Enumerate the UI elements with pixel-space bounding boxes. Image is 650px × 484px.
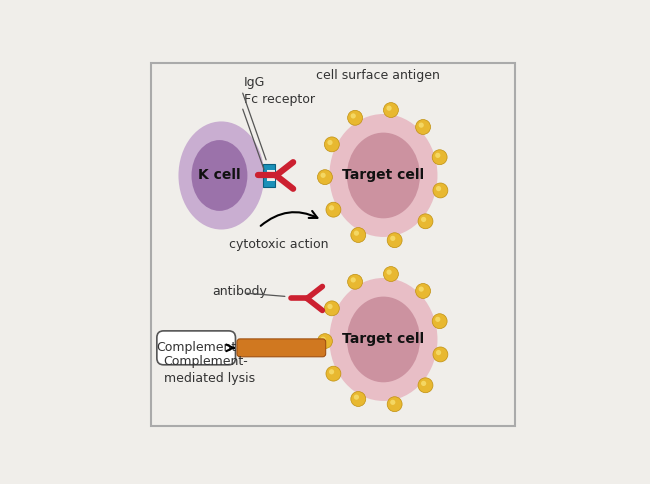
FancyBboxPatch shape — [151, 62, 515, 426]
Ellipse shape — [347, 133, 420, 218]
Circle shape — [415, 284, 430, 299]
Circle shape — [418, 378, 433, 393]
Circle shape — [436, 317, 441, 322]
Circle shape — [387, 270, 392, 275]
Circle shape — [317, 170, 332, 184]
Circle shape — [387, 397, 402, 412]
Text: K cell: K cell — [198, 168, 240, 182]
Circle shape — [384, 267, 398, 282]
Circle shape — [329, 369, 334, 375]
FancyArrowPatch shape — [261, 211, 317, 226]
Circle shape — [433, 183, 448, 198]
Text: Fc receptor: Fc receptor — [244, 93, 315, 106]
Bar — [267, 169, 274, 182]
Circle shape — [419, 122, 424, 128]
Circle shape — [354, 394, 359, 400]
Ellipse shape — [192, 140, 248, 211]
Circle shape — [328, 304, 333, 309]
Circle shape — [320, 173, 326, 178]
Circle shape — [328, 140, 333, 145]
Circle shape — [421, 217, 426, 222]
Circle shape — [317, 333, 332, 348]
Text: Complement-
mediated lysis: Complement- mediated lysis — [164, 355, 255, 385]
Circle shape — [390, 236, 395, 241]
Text: cytotoxic action: cytotoxic action — [229, 238, 329, 251]
Circle shape — [387, 106, 392, 111]
Circle shape — [436, 186, 441, 191]
Circle shape — [432, 314, 447, 329]
Circle shape — [351, 392, 366, 407]
Circle shape — [432, 150, 447, 165]
Circle shape — [419, 287, 424, 292]
FancyBboxPatch shape — [237, 339, 326, 357]
Text: Target cell: Target cell — [343, 168, 424, 182]
Circle shape — [390, 400, 395, 405]
Circle shape — [354, 230, 359, 236]
Circle shape — [433, 347, 448, 362]
Circle shape — [320, 337, 326, 342]
Circle shape — [415, 120, 430, 135]
Bar — [263, 164, 276, 187]
Text: cell surface antigen: cell surface antigen — [316, 69, 440, 82]
Circle shape — [387, 233, 402, 248]
Circle shape — [324, 301, 339, 316]
Circle shape — [384, 103, 398, 118]
Text: Target cell: Target cell — [343, 333, 424, 347]
Text: antibody: antibody — [212, 285, 267, 298]
Text: IgG: IgG — [244, 76, 265, 89]
Text: Complement: Complement — [156, 341, 237, 354]
Circle shape — [351, 227, 366, 242]
Circle shape — [348, 274, 363, 289]
Circle shape — [436, 153, 441, 158]
Circle shape — [421, 381, 426, 386]
Ellipse shape — [347, 297, 420, 382]
Circle shape — [436, 350, 441, 355]
Ellipse shape — [179, 121, 264, 229]
Circle shape — [326, 366, 341, 381]
Circle shape — [326, 202, 341, 217]
Ellipse shape — [330, 114, 437, 237]
Circle shape — [350, 113, 356, 119]
Circle shape — [329, 205, 334, 211]
FancyBboxPatch shape — [157, 331, 235, 365]
Circle shape — [324, 137, 339, 152]
Circle shape — [348, 110, 363, 125]
Ellipse shape — [330, 278, 437, 401]
Circle shape — [350, 277, 356, 283]
Circle shape — [418, 214, 433, 229]
